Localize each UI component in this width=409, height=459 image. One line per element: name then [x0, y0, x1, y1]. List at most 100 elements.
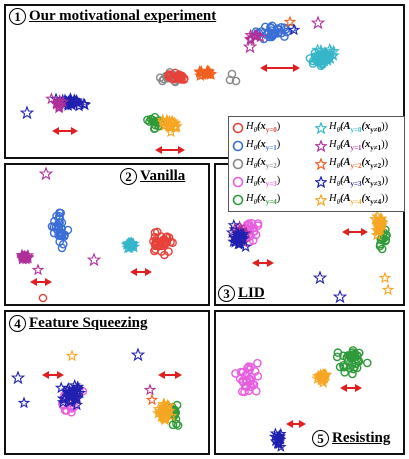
adversarial-star-marker — [145, 393, 159, 406]
adversarial-star-marker — [16, 252, 29, 265]
panel-title-text-5: Resisting — [332, 430, 391, 446]
sample-circle-marker — [150, 112, 160, 122]
distance-arrow-icon — [130, 268, 152, 276]
adversarial-star-marker — [314, 369, 328, 382]
adversarial-star-marker — [61, 99, 75, 111]
sample-circle-marker — [164, 247, 173, 256]
adversarial-star-marker — [158, 119, 172, 132]
adversarial-star-marker — [68, 93, 81, 106]
adversarial-star-marker — [65, 349, 79, 362]
adversarial-star-marker — [53, 95, 66, 108]
sample-circle-marker — [38, 293, 48, 303]
panel-number-2: 2 — [120, 168, 137, 185]
adversarial-star-marker — [369, 212, 382, 225]
panel-title-text-4: Feature Squeezing — [29, 315, 148, 331]
adversarial-star-marker — [203, 67, 217, 80]
adversarial-star-marker — [125, 237, 139, 250]
adversarial-star-marker — [54, 381, 68, 394]
adversarial-star-marker — [244, 28, 257, 41]
adversarial-star-marker — [45, 92, 58, 105]
sample-circle-marker — [251, 386, 261, 396]
adversarial-star-marker — [70, 398, 84, 411]
adversarial-star-marker — [77, 97, 91, 110]
panel-feature-squeezing — [4, 310, 210, 455]
distance-arrow-icon — [42, 371, 64, 379]
sample-circle-marker — [333, 348, 343, 357]
panel-title-text-3: LID — [238, 285, 265, 301]
adversarial-star-marker — [168, 116, 181, 129]
sample-circle-marker — [238, 377, 248, 387]
panel-number-3: 3 — [218, 285, 235, 302]
panel-title-text-1: Our motivational experiment — [29, 8, 217, 24]
sample-circle-marker — [332, 352, 342, 362]
sample-circle-marker — [173, 421, 183, 430]
legend-label: Hθ̂(Ay=4(xy≠4)) — [329, 193, 389, 207]
distance-arrow-icon — [252, 259, 274, 267]
sample-circle-marker — [56, 208, 66, 218]
panel-title-5: 5 Resisting — [312, 430, 390, 447]
adversarial-star-marker — [283, 15, 297, 28]
legend: Hθ̂(xy=0) Hθ̂(Ay=0(xy≠0)) Hθ̂(xy=1) Hθ̂(Ay=… — [228, 116, 405, 212]
sample-circle-marker — [349, 350, 358, 359]
distance-arrow-icon — [155, 146, 185, 154]
adversarial-star-marker — [143, 383, 157, 396]
sample-circle-marker — [152, 227, 162, 237]
adversarial-star-marker — [38, 166, 54, 181]
adversarial-star-marker — [273, 433, 286, 445]
sample-circle-marker — [150, 241, 160, 251]
adversarial-star-marker — [71, 383, 84, 396]
sample-circle-marker — [253, 358, 262, 368]
adversarial-star-marker — [378, 271, 392, 284]
adversarial-star-marker — [163, 114, 176, 127]
sample-circle-marker — [246, 362, 255, 372]
legend-entry: Hθ̂(Ay=1(xy≠1)) — [315, 139, 388, 153]
legend-entry: Hθ̂(xy=4) — [232, 193, 280, 207]
adversarial-star-marker — [312, 50, 326, 63]
legend-label: Hθ̂(Ay=3(xy≠3)) — [329, 175, 389, 189]
adversarial-star-marker — [19, 105, 35, 120]
sample-circle-marker — [59, 239, 68, 249]
legend-label: Hθ̂(xy=0) — [246, 121, 281, 135]
adversarial-star-marker — [235, 231, 249, 244]
adversarial-star-marker — [332, 289, 348, 304]
distance-arrow-icon — [286, 420, 306, 428]
adversarial-star-marker — [232, 230, 245, 243]
sample-circle-marker — [57, 243, 67, 253]
sample-circle-marker — [267, 21, 277, 31]
adversarial-star-marker — [227, 218, 241, 231]
legend-label: Hθ̂(xy=4) — [246, 193, 281, 207]
legend-label: Hθ̂(Ay=1(xy≠1)) — [329, 139, 389, 153]
adversarial-star-marker — [196, 68, 209, 81]
adversarial-star-marker — [242, 39, 258, 54]
adversarial-star-marker — [158, 413, 172, 426]
star-marker-icon — [315, 140, 327, 152]
sample-circle-marker — [308, 59, 318, 68]
adversarial-star-marker — [58, 392, 71, 405]
sample-circle-marker — [167, 73, 177, 82]
panel-number-5: 5 — [312, 430, 329, 447]
panel-title-text-2: Vanilla — [140, 168, 186, 184]
sample-circle-marker — [362, 358, 372, 368]
adversarial-star-marker — [162, 404, 176, 417]
star-marker-icon — [315, 176, 327, 188]
panel-title-3: 3 LID — [218, 285, 265, 302]
star-marker-icon — [315, 158, 327, 170]
adversarial-star-marker — [67, 385, 81, 397]
sample-circle-marker — [238, 367, 248, 377]
panel-number-4: 4 — [9, 315, 26, 332]
adversarial-star-marker — [67, 96, 80, 109]
sample-circle-marker — [282, 27, 292, 37]
adversarial-star-marker — [372, 215, 385, 228]
adversarial-star-marker — [381, 283, 395, 296]
sample-circle-marker — [245, 374, 254, 384]
adversarial-star-marker — [127, 240, 141, 253]
adversarial-star-marker — [327, 44, 340, 57]
distance-arrow-icon — [52, 127, 78, 135]
distance-arrow-icon — [342, 228, 368, 236]
sample-circle-marker — [348, 369, 357, 379]
panel-title-4: 4 Feature Squeezing — [9, 315, 147, 332]
legend-entry: Hθ̂(Ay=3(xy≠3)) — [315, 175, 388, 189]
legend-label: Hθ̂(xy=1) — [246, 139, 281, 153]
adversarial-star-marker — [10, 370, 26, 385]
sample-circle-marker — [265, 32, 274, 42]
